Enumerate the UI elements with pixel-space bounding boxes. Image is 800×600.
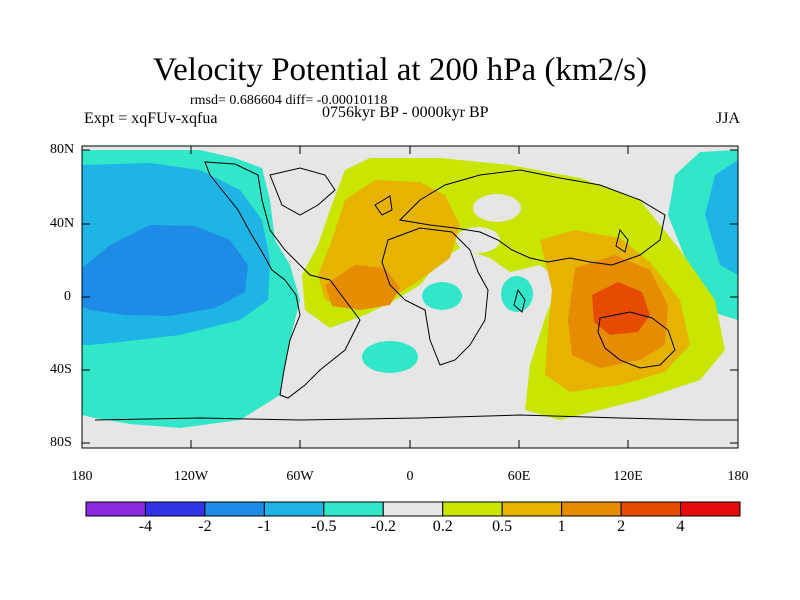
coastlines	[94, 161, 738, 421]
colorbar-swatch-6	[442, 501, 503, 517]
colorbar-swatch-5	[382, 501, 444, 517]
lon-label-120e: 120E	[613, 469, 643, 484]
lon-label-180e: 180	[727, 469, 749, 484]
stats-line: rmsd= 0.686604 diff= -0.00010118	[190, 93, 388, 108]
north-pacific-east-negative-mid	[705, 160, 738, 275]
tick-marks	[81, 146, 739, 448]
lon-label-120w: 120W	[173, 469, 209, 484]
map-title: Velocity Potential at 200 hPa (km2/s)	[152, 52, 648, 88]
colorbar-label-1: -2	[198, 518, 212, 535]
colorbar-label-5: 0.2	[432, 518, 453, 535]
lat-label-0: 0	[64, 289, 71, 304]
colorbar-swatch-0	[85, 501, 146, 517]
contour-fills	[82, 146, 738, 448]
colorbar-swatch-2	[204, 501, 265, 517]
colorbar-label-9: 4	[676, 518, 685, 535]
lat-label-80n: 80N	[50, 142, 75, 157]
lat-label-40s: 40S	[50, 362, 72, 377]
colorbar-label-4: -0.2	[370, 518, 396, 535]
lat-label-40n: 40N	[50, 216, 75, 231]
south-atlantic-negative	[362, 341, 418, 373]
colorbar-label-3: -0.5	[311, 518, 337, 535]
lon-label-60w: 60W	[286, 469, 314, 484]
arabia-neutral-hole	[456, 227, 500, 253]
europe-neutral-hole	[473, 194, 521, 222]
positive-peak-east	[592, 282, 650, 335]
season-label: JJA	[716, 110, 741, 127]
colorbar-swatch-4	[323, 501, 384, 517]
lon-label-60e: 60E	[507, 469, 531, 484]
lat-label-80s: 80S	[50, 435, 72, 450]
colorbar-swatch-1	[144, 501, 206, 517]
colorbar	[85, 501, 741, 517]
period-label: 0756kyr BP - 0000kyr BP	[322, 104, 489, 121]
pacific-negative-strong	[82, 225, 248, 316]
colorbar-label-2: -1	[257, 518, 272, 535]
colorbar-swatch-7	[501, 501, 563, 517]
colorbar-swatch-8	[561, 501, 622, 517]
africa-negative	[422, 282, 462, 310]
colorbar-swatch-9	[620, 501, 682, 517]
colorbar-swatch-10	[680, 501, 741, 517]
colorbar-swatch-3	[263, 501, 325, 517]
colorbar-label-0: -4	[138, 518, 153, 535]
colorbar-label-7: 1	[557, 518, 566, 535]
experiment-label: Expt = xqFUv-xqfua	[84, 110, 218, 127]
colorbar-label-8: 2	[617, 518, 626, 535]
colorbar-label-6: 0.5	[492, 518, 513, 535]
lon-label-0: 0	[406, 469, 414, 484]
lon-label-180w: 180	[71, 469, 93, 484]
